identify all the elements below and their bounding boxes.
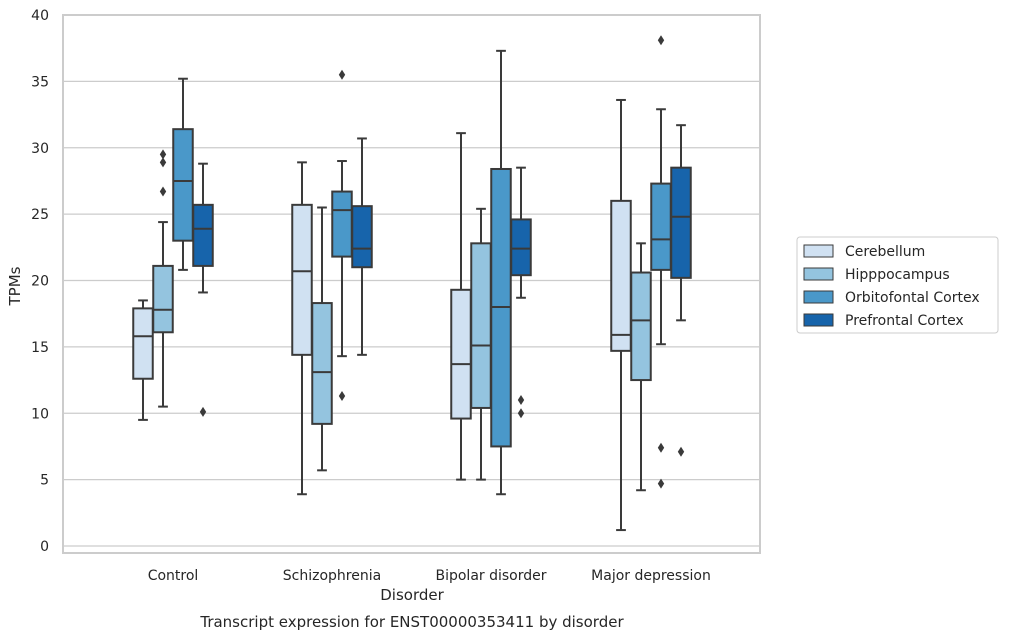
box-outlier <box>657 478 665 489</box>
box-body <box>351 205 373 269</box>
box-outlier <box>677 446 685 457</box>
legend-swatch <box>803 290 834 304</box>
box-outlier <box>338 390 346 401</box>
box-group <box>331 69 353 401</box>
box-plot-area <box>132 35 692 532</box>
box-outlier <box>517 408 525 419</box>
legend-swatch <box>803 267 834 281</box>
box-outlier <box>338 69 346 80</box>
box-body <box>132 307 154 380</box>
box-group <box>630 242 652 492</box>
legend-label: Cerebellum <box>845 244 925 260</box>
box-group <box>650 35 672 489</box>
box-outlier <box>199 406 207 417</box>
y-tick-label: 30 <box>31 141 49 157</box>
box-body <box>311 302 333 425</box>
chart-caption: Transcript expression for ENST0000035341… <box>199 613 624 631</box>
y-tick-label: 25 <box>31 207 49 223</box>
box-outlier <box>159 186 167 197</box>
box-group <box>670 124 692 457</box>
box-outlier <box>517 394 525 405</box>
box-body <box>610 199 632 352</box>
x-tick-labels: Control Schizophrenia Bipolar disorder Majo… <box>148 568 711 584</box>
box-group <box>132 299 154 421</box>
legend-swatch <box>803 244 834 258</box>
box-body <box>450 288 472 420</box>
box-body <box>650 182 672 271</box>
box-outlier <box>657 35 665 46</box>
box-group <box>510 166 532 419</box>
box-group <box>450 132 472 481</box>
box-group <box>470 207 492 481</box>
y-tick-label: 10 <box>31 406 49 422</box>
legend-label: Prefrontal Cortex <box>845 313 964 329</box>
box-group <box>152 149 174 408</box>
box-body <box>470 242 492 409</box>
y-tick-labels: 0 5 10 15 20 25 30 35 40 <box>31 8 49 555</box>
box-body <box>670 166 692 279</box>
box-body <box>510 218 532 277</box>
y-tick-label: 5 <box>40 473 49 489</box>
y-tick-label: 40 <box>31 8 49 24</box>
box-group <box>490 49 512 496</box>
box-body <box>291 203 313 356</box>
x-axis-label: Disorder <box>380 586 444 604</box>
x-tick-label: Major depression <box>591 568 711 584</box>
box-outlier <box>159 149 167 160</box>
legend-items: Cerebellum Hipppocampus Orbitofontal Corte… <box>803 244 980 329</box>
box-body <box>630 271 652 382</box>
box-outlier <box>657 442 665 453</box>
box-body <box>172 128 194 242</box>
x-tick-label: Control <box>148 568 199 584</box>
y-axis-label: TPMs <box>6 266 24 306</box>
box-group <box>610 98 632 532</box>
x-tick-label: Schizophrenia <box>283 568 381 584</box>
y-tick-label: 15 <box>31 340 49 356</box>
box-group <box>351 137 373 356</box>
y-tick-label: 20 <box>31 274 49 290</box>
y-tick-label: 35 <box>31 74 49 90</box>
box-body <box>331 190 353 258</box>
box-group <box>291 161 313 496</box>
legend-frame <box>796 236 999 334</box>
legend: Cerebellum Hipppocampus Orbitofontal Corte… <box>796 236 999 334</box>
box-group <box>192 162 214 417</box>
y-tick-label: 0 <box>40 539 49 555</box>
plot-frame <box>62 14 761 554</box>
box-body <box>152 264 174 334</box>
box-group <box>311 206 333 472</box>
x-tick-label: Bipolar disorder <box>435 568 546 584</box>
box-outlier <box>159 157 167 168</box>
legend-swatch <box>803 313 834 327</box>
box-group <box>172 77 194 271</box>
box-body <box>192 203 214 267</box>
legend-label: Orbitofontal Cortex <box>845 290 980 306</box>
legend-label: Hipppocampus <box>845 267 950 283</box>
